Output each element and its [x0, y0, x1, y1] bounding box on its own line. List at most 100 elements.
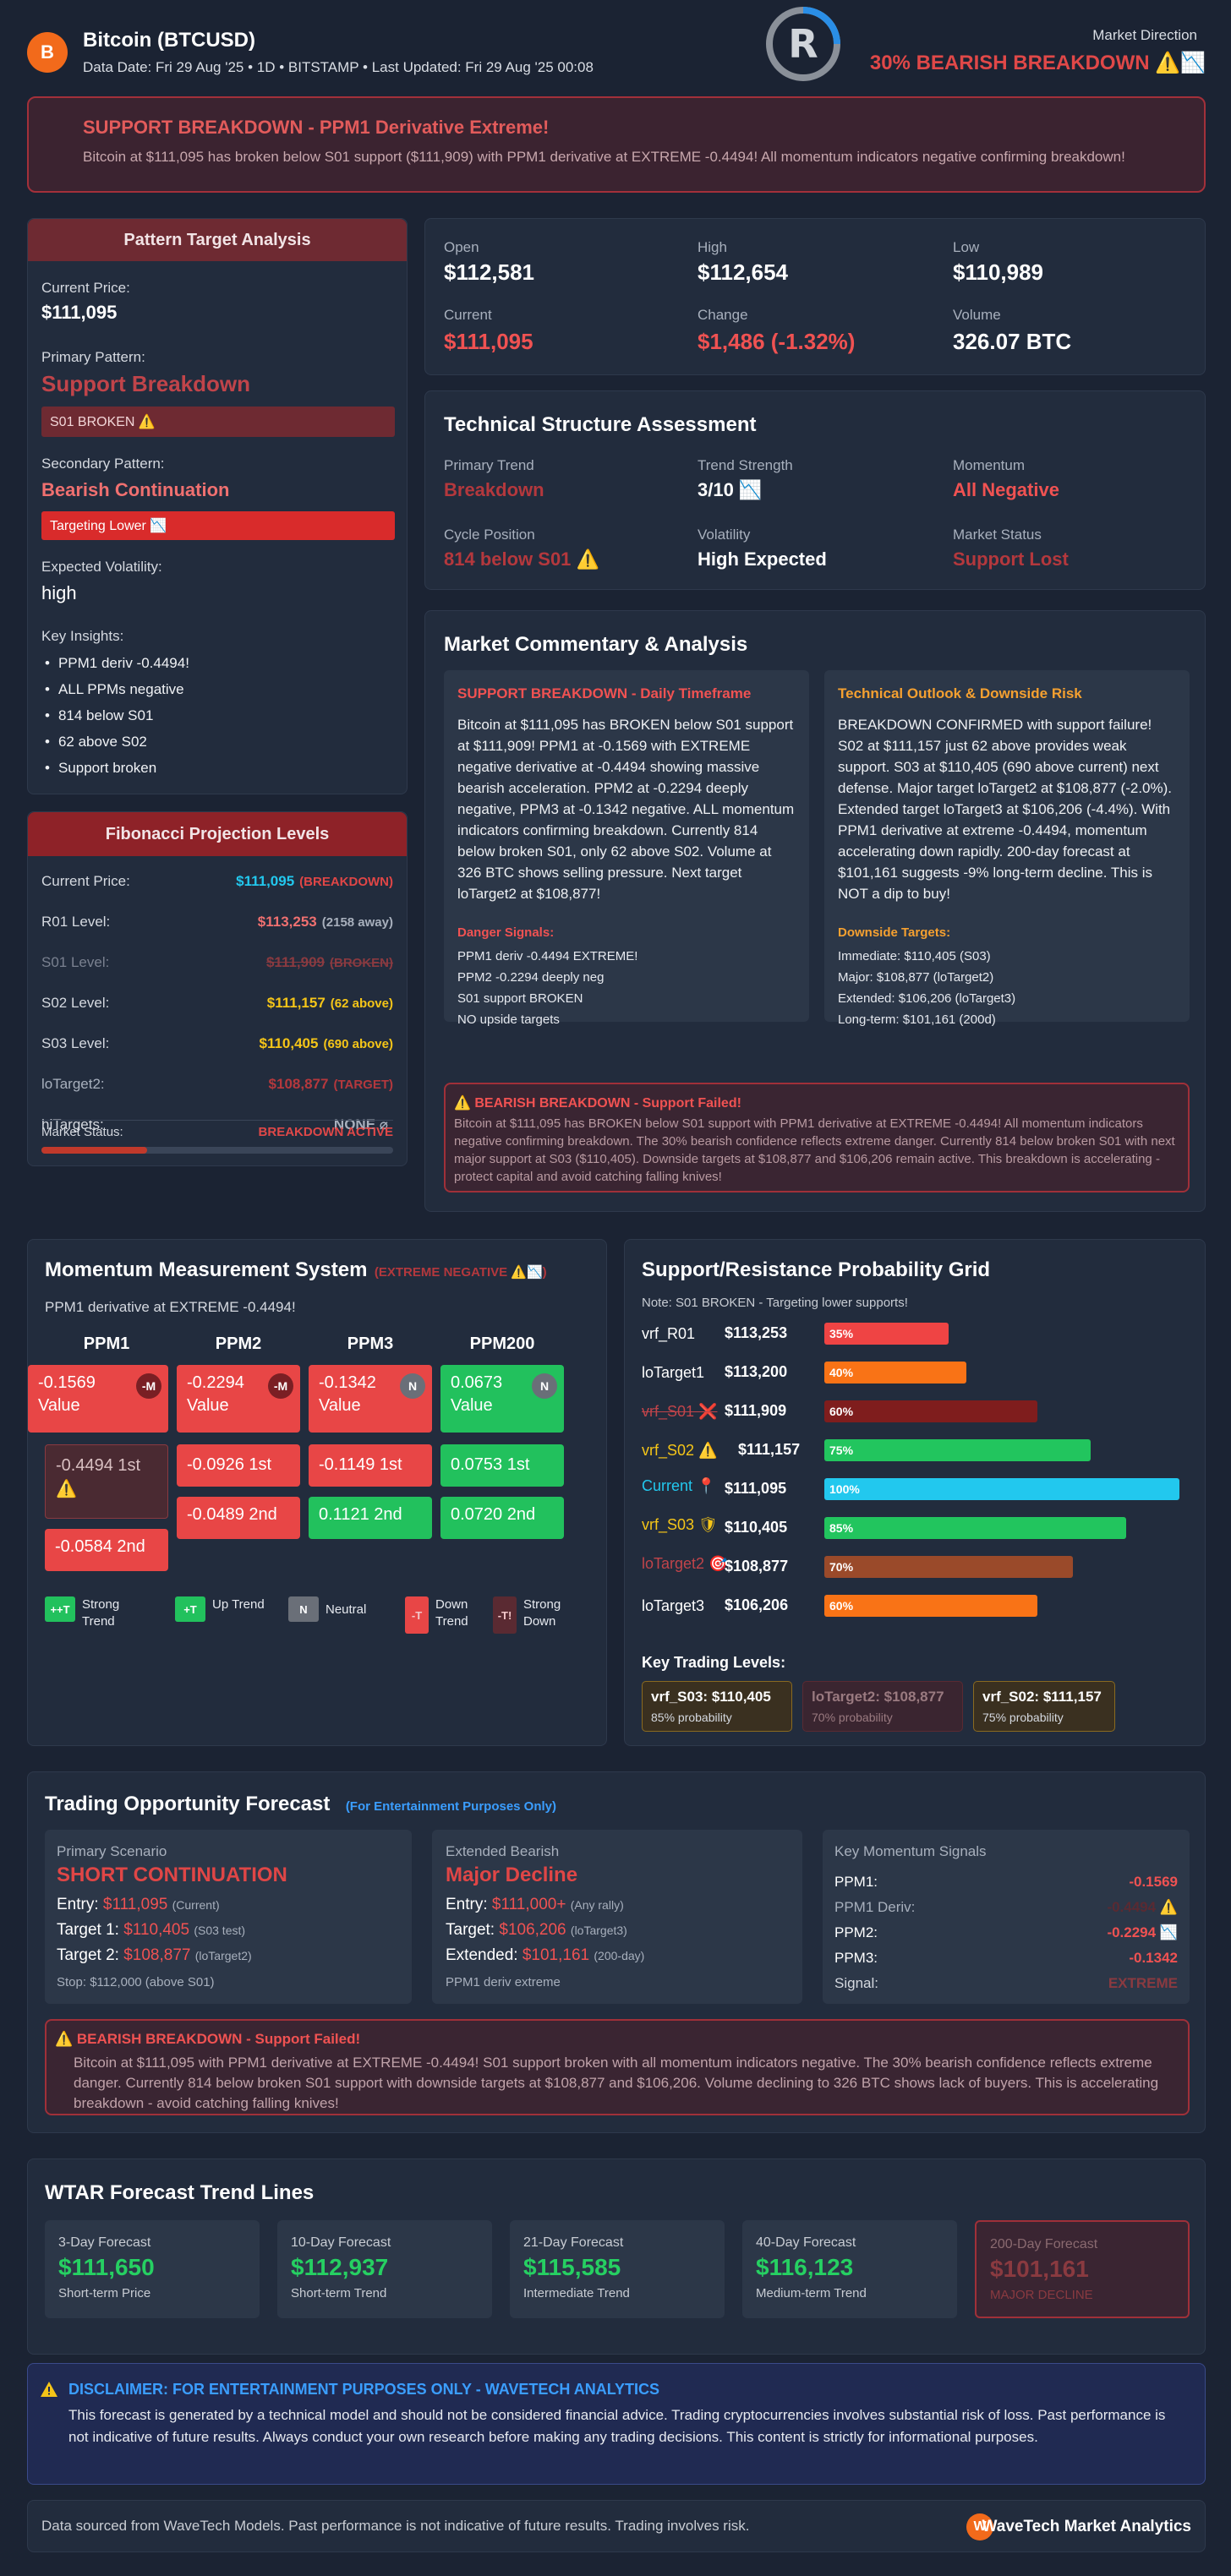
ppm-value: -0.1342 — [319, 1373, 376, 1392]
key-level-card[interactable]: loTarget2: $108,877 70% probability — [802, 1681, 963, 1732]
trading-tag: (For Entertainment Purposes Only) — [345, 1799, 557, 1814]
fib-label: S02 Level: — [41, 995, 110, 1011]
prob-bar: 35% — [824, 1323, 949, 1345]
downside-targets-list: Immediate: $110,405 (S03) Major: $108,877… — [838, 946, 1015, 1030]
entry-value: $111,095 — [102, 1896, 168, 1913]
current-label: Current — [444, 307, 492, 323]
signal-key: PPM2: — [834, 1924, 878, 1940]
wtar-panel: WTAR Forecast Trend Lines 3-Day Forecast… — [27, 2158, 1206, 2355]
footer-brand[interactable]: WaveTech Market Analytics — [982, 2518, 1191, 2535]
ppm-first-tile: -0.1149 1st — [309, 1444, 432, 1487]
market-status-label: Market Status: — [41, 1125, 123, 1139]
prob-level-value: $113,200 — [725, 1363, 788, 1380]
svg-text:R: R — [788, 21, 818, 67]
insight-item: Support broken — [45, 755, 189, 781]
forecast-sub: Short-term Trend — [291, 2286, 387, 2300]
legend-chip-icon: +T — [175, 1596, 205, 1622]
key-levels-title: Key Trading Levels: — [642, 1654, 786, 1671]
ppm-value: 0.0673 — [451, 1373, 503, 1392]
t2-label: Target 2: — [57, 1946, 119, 1964]
fib-value: $108,877 — [268, 1076, 329, 1092]
momentum-title: Momentum Measurement System — [45, 1258, 368, 1281]
bitcoin-logo-icon: B — [27, 32, 68, 73]
momentum-title-row: Momentum Measurement System (EXTREME NEG… — [45, 1258, 547, 1282]
prob-bar: 100% — [824, 1478, 1179, 1500]
fib-row: S01 Level: $111,909 (BROKEN) — [41, 954, 393, 971]
current-value: $111,095 — [444, 329, 533, 354]
page-subtitle: Data Date: Fri 29 Aug '25 • 1D • BITSTAM… — [83, 59, 594, 75]
fib-note: (TARGET) — [333, 1078, 393, 1092]
fib-row: Current Price: $111,095 (BREAKDOWN) — [41, 873, 393, 890]
signal-row: Signal: EXTREME — [834, 1975, 1178, 1992]
key-level-card[interactable]: vrf_S02: $111,157 75% probability — [973, 1681, 1115, 1732]
ppm-value-tile: -0.1569 Value -M — [28, 1365, 168, 1433]
fib-value-group: $111,909 (BROKEN) — [266, 954, 393, 971]
fib-label: S01 Level: — [41, 954, 110, 970]
fib-label: Current Price: — [41, 873, 130, 889]
status-value: Support Lost — [953, 548, 1069, 570]
momentum-value: All Negative — [953, 479, 1059, 500]
prob-level-name: loTarget3 — [642, 1597, 705, 1614]
forecast-card: 40-Day Forecast $116,123 Medium-term Trend — [742, 2220, 957, 2318]
forecast-label: 3-Day Forecast — [58, 2235, 151, 2250]
forecast-card: 200-Day Forecast $101,161 MAJOR DECLINE — [975, 2220, 1190, 2318]
danger-signals-title: Danger Signals: — [457, 925, 555, 940]
commentary-right-body: BREAKDOWN CONFIRMED with support failure… — [838, 717, 1173, 902]
warning-icon — [40, 2381, 58, 2398]
ppm-first-tile: -0.4494 1st ⚠️ — [45, 1444, 168, 1519]
fib-row: loTarget2: $108,877 (TARGET) — [41, 1076, 393, 1093]
fib-label: loTarget2: — [41, 1076, 105, 1092]
high-label: High — [698, 239, 727, 255]
t1-value: $110,405 — [123, 1921, 190, 1939]
ppm-second-tile: -0.0584 2nd — [45, 1529, 168, 1571]
fib-value: $113,253 — [257, 914, 317, 930]
primary-pattern-label: Primary Pattern: — [41, 349, 145, 365]
ext-target-label: Target: — [446, 1921, 495, 1939]
forecast-card: 21-Day Forecast $115,585 Intermediate Tren… — [510, 2220, 725, 2318]
primary-target1: Target 1: $110,405 (S03 test) — [57, 1921, 245, 1940]
key-level-label: vrf_S03: $110,405 — [651, 1689, 771, 1705]
signal-list-item: Immediate: $110,405 (S03) — [838, 949, 991, 963]
signal-list-item: NO upside targets — [457, 1012, 560, 1027]
ppm-second-tile: 0.0720 2nd — [440, 1497, 564, 1539]
key-level-sub: 75% probability — [982, 1711, 1064, 1724]
trading-warning-title: ⚠️ BEARISH BREAKDOWN - Support Failed! — [55, 2031, 361, 2047]
fib-note: (690 above) — [323, 1037, 393, 1051]
signal-key: PPM1: — [834, 1874, 878, 1890]
cycle-value: 814 below S01 ⚠️ — [444, 548, 599, 570]
signal-key: PPM1 Deriv: — [834, 1899, 916, 1915]
insight-item: 814 below S01 — [45, 702, 189, 729]
pattern-panel-title: Pattern Target Analysis — [28, 219, 407, 261]
volume-value: 326.07 BTC — [953, 329, 1072, 354]
key-level-sub: 70% probability — [812, 1711, 893, 1724]
breakdown-progress-fill — [41, 1147, 147, 1154]
ext-ext-label: Extended: — [446, 1946, 518, 1964]
ppm-value-tile: -0.2294 Value -M — [177, 1365, 300, 1433]
fib-value: $111,095 — [236, 873, 295, 889]
open-value: $112,581 — [444, 259, 535, 285]
fib-value-group: $113,253 (2158 away) — [258, 914, 393, 931]
legend-label: Down Trend — [435, 1597, 468, 1629]
primary-target2: Target 2: $108,877 (loTarget2) — [57, 1946, 252, 1965]
primary-pattern-value: Support Breakdown — [41, 371, 251, 396]
ext-target-note: (loTarget3) — [570, 1924, 627, 1937]
ppm-column-header: PPM2 — [215, 1334, 262, 1353]
direction-value: 30% BEARISH BREAKDOWN ⚠️📉 — [869, 52, 1206, 74]
momentum-label: Momentum — [953, 457, 1026, 473]
commentary-warning: ⚠️ BEARISH BREAKDOWN - Support Failed! B… — [444, 1083, 1190, 1192]
trend-value: Breakdown — [444, 479, 544, 500]
ppm-badge-icon: N — [400, 1373, 425, 1399]
probability-note: Note: S01 BROKEN - Targeting lower suppo… — [642, 1296, 908, 1310]
key-level-card[interactable]: vrf_S03: $110,405 85% probability — [642, 1681, 792, 1732]
prob-level-value: $111,909 — [725, 1402, 787, 1419]
prob-level-name: vrf_R01 — [642, 1325, 696, 1342]
signal-row: PPM3: -0.1342 — [834, 1950, 1178, 1967]
prob-level-name: loTarget1 — [642, 1364, 705, 1381]
forecast-card: 10-Day Forecast $112,937 Short-term Trend — [277, 2220, 492, 2318]
prob-level-name: vrf_S01 ❌ — [642, 1403, 718, 1420]
ppm-value-label: Value — [187, 1396, 229, 1415]
signals-box: Key Momentum Signals PPM1: -0.1569 PPM1 De… — [823, 1830, 1190, 2004]
volatility-value: high — [41, 582, 77, 603]
technical-title: Technical Structure Assessment — [444, 413, 757, 436]
prob-level-value: $106,206 — [725, 1596, 789, 1613]
